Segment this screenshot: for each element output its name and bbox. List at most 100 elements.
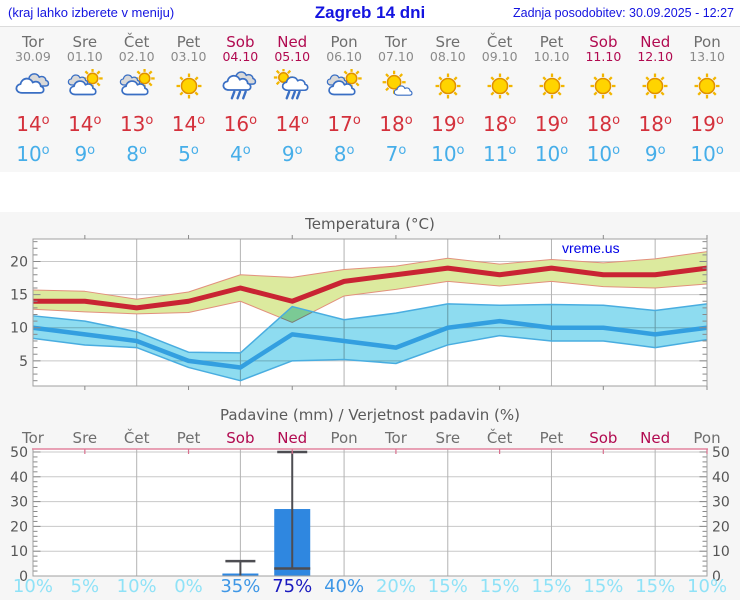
forecast-day-10.10[interactable]: Pet 10.10 19o 10o [526, 27, 578, 172]
day-name: Čet [486, 33, 513, 51]
partly-cloudy-icon [111, 68, 163, 105]
svg-text:20: 20 [10, 519, 28, 535]
day-name: Ned [640, 33, 671, 51]
precip-day-label: Ned [640, 429, 670, 447]
precip-day-label: Sre [435, 429, 460, 447]
day-name: Pet [539, 33, 564, 51]
day-name: Sob [589, 33, 618, 51]
precip-probability: 15% [583, 576, 624, 597]
forecast-day-03.10[interactable]: Pet 03.10 14o 5o [163, 27, 215, 172]
min-temp-line [32, 318, 708, 370]
axis-ticks [33, 235, 708, 390]
sunny-icon [681, 69, 733, 105]
forecast-day-04.10[interactable]: Sob 04.10 16o 4o [214, 27, 266, 172]
sunny-icon [629, 69, 681, 105]
axis-ticks [33, 449, 708, 572]
min-temperature: 11o [482, 142, 517, 166]
sun-rain-icon [266, 67, 318, 105]
day-name: Sre [72, 33, 98, 51]
precip-probability: 15% [479, 576, 520, 597]
day-date: 04.10 [222, 49, 259, 64]
max-temperature: 18o [638, 112, 672, 136]
precip-probability: 15% [635, 576, 676, 597]
precip-day-label: Pet [177, 429, 201, 447]
forecast-day-30.09[interactable]: Tor 30.09 14o 10o [7, 27, 59, 172]
precipitation-chart: Tor Sre Čet Pet Sob Ned Pon Tor Sre Čet Pet Sob Ned P… [10, 428, 730, 585]
day-name: Sre [435, 33, 461, 51]
day-name: Tor [21, 33, 44, 51]
mostly-sunny-icon [370, 69, 422, 105]
y-axis-labels: 0 0 10 10 20 20 30 30 40 40 50 50 [10, 445, 730, 585]
sunny-icon [163, 69, 215, 105]
day-date: 30.09 [15, 49, 51, 64]
min-temperature: 9o [644, 142, 666, 166]
precipitation-chart-section: Tor Sre Čet Pet Sob Ned Pon Tor Sre Čet Pet Sob Ned P… [0, 405, 740, 600]
precip-probability: 35% [220, 576, 261, 597]
cloudy-icon [7, 69, 59, 105]
min-temperature: 8o [126, 142, 147, 166]
forecast-day-11.10[interactable]: Sob 11.10 18o 10o [577, 27, 629, 172]
svg-text:20: 20 [712, 519, 730, 535]
forecast-day-07.10[interactable]: Tor 07.10 18o 7o [370, 27, 422, 172]
precip-bars [222, 450, 311, 576]
section-divider [0, 172, 740, 212]
precip-day-label: Sob [226, 429, 254, 447]
precip-day-label: Čet [124, 428, 150, 447]
precip-probability: 75% [272, 576, 313, 597]
vreme-us-watermark[interactable]: vreme.us [562, 240, 620, 256]
svg-text:30: 30 [10, 495, 28, 511]
forecast-day-12.10[interactable]: Ned 12.10 18o 9o [629, 27, 681, 172]
precipitation-chart-title: Padavine (mm) / Verjetnost padavin (%) [220, 406, 520, 424]
min-temperature: 5o [178, 142, 199, 166]
precip-day-label: Sob [589, 429, 617, 447]
min-temperature: 10o [431, 142, 465, 166]
day-name: Pon [693, 33, 721, 51]
forecast-day-01.10[interactable]: Sre 01.10 14o 9o [59, 27, 111, 172]
sunny-icon [422, 69, 474, 105]
max-temperature: 14o [171, 112, 206, 136]
precip-day-label: Tor [384, 429, 408, 447]
forecast-day-05.10[interactable]: Ned 05.10 14o 9o [266, 27, 318, 172]
day-name: Pet [176, 33, 201, 51]
day-date: 07.10 [378, 49, 414, 64]
precip-probability: 0% [174, 576, 203, 597]
day-date: 08.10 [429, 49, 466, 64]
min-temperature: 9o [74, 142, 96, 166]
forecast-day-06.10[interactable]: Pon 06.10 17o 8o [318, 27, 370, 172]
min-temperature: 10o [586, 142, 621, 166]
forecast-day-08.10[interactable]: Sre 08.10 19o 10o [422, 27, 474, 172]
svg-text:40: 40 [10, 470, 28, 486]
precip-day-label: Pet [540, 429, 564, 447]
min-temperature: 7o [385, 142, 407, 166]
min-temperature: 4o [230, 142, 251, 166]
day-name: Ned [277, 33, 308, 51]
day-date: 11.10 [585, 49, 622, 64]
forecast-day-02.10[interactable]: Čet 02.10 13o 8o [111, 27, 163, 172]
temperature-chart-section: 5 10 15 20 vreme.us Temperatura (°C) [0, 212, 740, 405]
sunny-icon [474, 69, 526, 105]
max-temperature: 18o [482, 112, 517, 136]
forecast-day-09.10[interactable]: Čet 09.10 18o 11o [474, 27, 526, 172]
precip-probability: 10% [12, 576, 53, 597]
precip-probability: 15% [531, 576, 572, 597]
grid [33, 449, 707, 576]
day-date: 06.10 [326, 49, 362, 64]
svg-text:40: 40 [712, 470, 730, 486]
sunny-icon [526, 69, 578, 105]
precip-day-label: Pon [330, 429, 357, 447]
location-menu-hint[interactable]: (kraj lahko izberete v meniju) [8, 5, 175, 20]
min-temperature: 10o [690, 142, 724, 166]
svg-text:10: 10 [10, 321, 28, 337]
max-temperature: 19o [431, 112, 465, 136]
day-name: Čet [123, 33, 150, 51]
precip-probability: 10% [116, 576, 157, 597]
forecast-day-13.10[interactable]: Pon 13.10 19o 10o [681, 27, 733, 172]
day-date: 01.10 [66, 49, 103, 64]
page-title: Zagreb 14 dni [314, 3, 426, 22]
header: (kraj lahko izberete v meniju) Zagreb 14… [0, 0, 740, 26]
rain-icon [214, 69, 266, 105]
min-temperature: 10o [534, 142, 569, 166]
max-temperature: 14o [275, 112, 309, 136]
precip-day-label: Pon [693, 429, 720, 447]
day-name: Pon [330, 33, 358, 51]
